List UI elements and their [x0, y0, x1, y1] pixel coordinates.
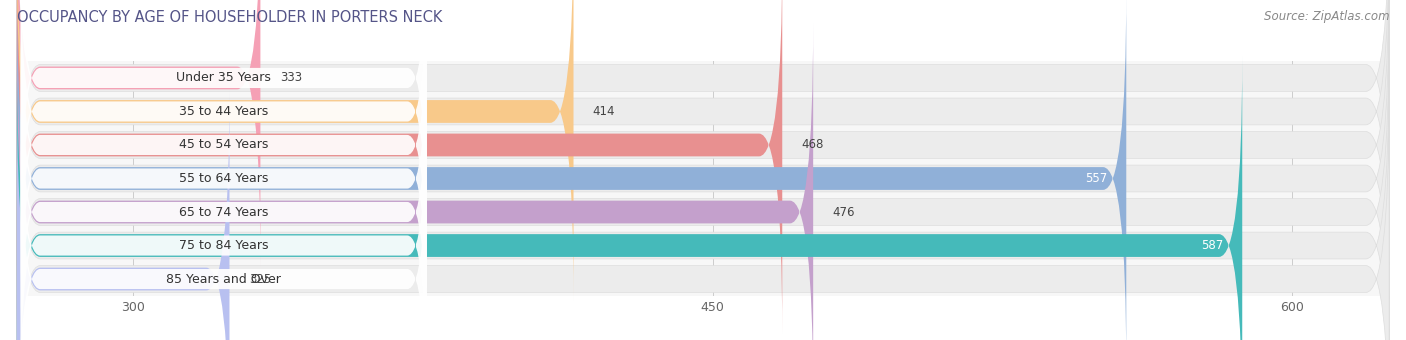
Text: Source: ZipAtlas.com: Source: ZipAtlas.com [1264, 10, 1389, 23]
FancyBboxPatch shape [17, 89, 229, 340]
FancyBboxPatch shape [17, 0, 260, 268]
FancyBboxPatch shape [17, 22, 813, 340]
FancyBboxPatch shape [17, 0, 1126, 340]
Text: 35 to 44 Years: 35 to 44 Years [179, 105, 269, 118]
Text: 65 to 74 Years: 65 to 74 Years [179, 205, 269, 219]
FancyBboxPatch shape [21, 0, 426, 236]
FancyBboxPatch shape [17, 58, 1389, 340]
FancyBboxPatch shape [17, 0, 782, 335]
Text: 468: 468 [801, 138, 824, 152]
FancyBboxPatch shape [21, 0, 426, 303]
Text: 75 to 84 Years: 75 to 84 Years [179, 239, 269, 252]
FancyBboxPatch shape [17, 0, 1389, 340]
FancyBboxPatch shape [21, 88, 426, 340]
FancyBboxPatch shape [21, 0, 426, 269]
FancyBboxPatch shape [17, 91, 1389, 340]
Text: OCCUPANCY BY AGE OF HOUSEHOLDER IN PORTERS NECK: OCCUPANCY BY AGE OF HOUSEHOLDER IN PORTE… [17, 10, 443, 25]
FancyBboxPatch shape [21, 21, 426, 336]
Text: 587: 587 [1201, 239, 1223, 252]
FancyBboxPatch shape [17, 0, 1389, 266]
Text: Under 35 Years: Under 35 Years [176, 71, 271, 84]
Text: 333: 333 [280, 71, 302, 84]
FancyBboxPatch shape [17, 0, 1389, 333]
Text: 325: 325 [249, 273, 271, 286]
Text: 85 Years and Over: 85 Years and Over [166, 273, 281, 286]
FancyBboxPatch shape [17, 56, 1243, 340]
FancyBboxPatch shape [17, 24, 1389, 340]
Text: 414: 414 [593, 105, 616, 118]
FancyBboxPatch shape [17, 0, 1389, 299]
Text: 55 to 64 Years: 55 to 64 Years [179, 172, 269, 185]
FancyBboxPatch shape [21, 121, 426, 340]
Text: 476: 476 [832, 205, 855, 219]
FancyBboxPatch shape [21, 54, 426, 340]
Text: 557: 557 [1084, 172, 1107, 185]
FancyBboxPatch shape [17, 0, 574, 301]
Text: 45 to 54 Years: 45 to 54 Years [179, 138, 269, 152]
